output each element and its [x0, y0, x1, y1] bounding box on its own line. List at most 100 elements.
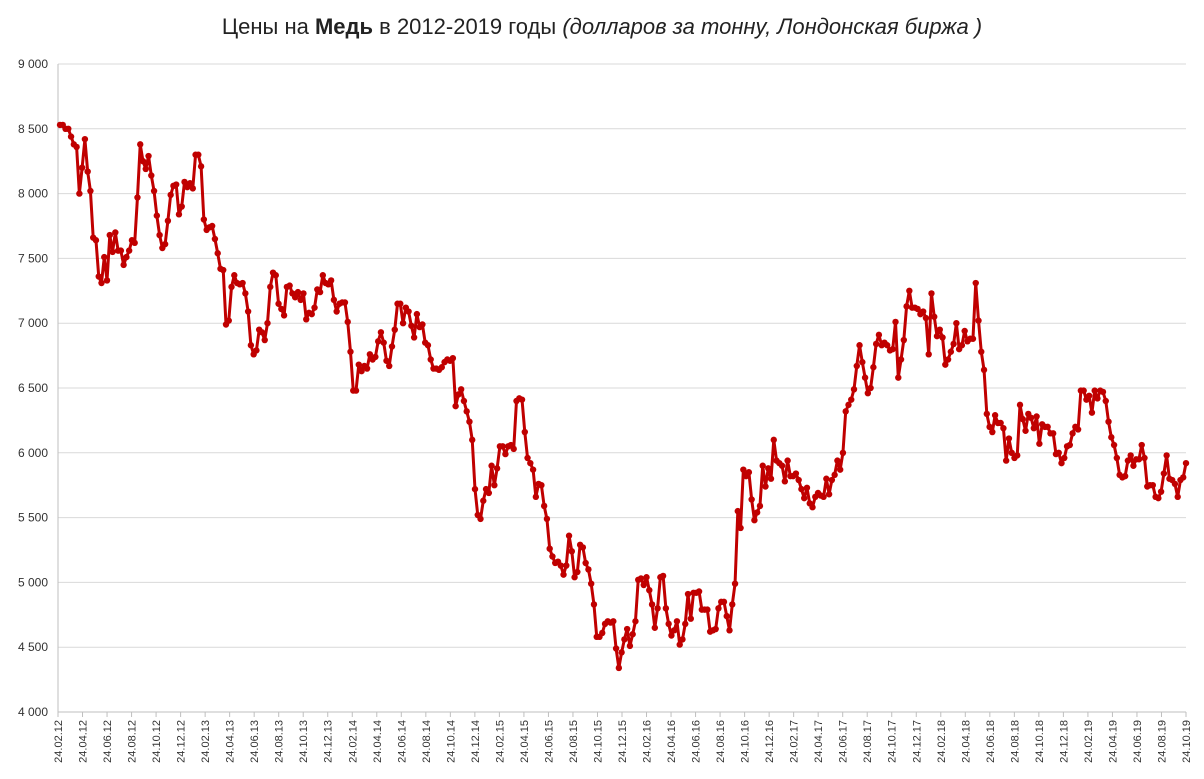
- y-tick-label: 8 500: [18, 122, 48, 136]
- data-point: [123, 253, 130, 261]
- data-point: [1030, 424, 1038, 432]
- data-point: [850, 386, 858, 393]
- x-tick-label: 24.10.13: [298, 720, 310, 763]
- data-point: [267, 283, 274, 291]
- x-tick-label: 24.08.13: [274, 720, 286, 763]
- data-point: [646, 586, 653, 594]
- data-point: [272, 272, 279, 279]
- x-tick-label: 24.02.13: [200, 720, 212, 763]
- data-point: [408, 322, 415, 329]
- data-point: [914, 305, 921, 313]
- data-point: [388, 343, 396, 350]
- data-point: [84, 168, 91, 175]
- data-point: [737, 524, 744, 532]
- data-point: [538, 482, 545, 489]
- x-tick-label: 24.06.17: [838, 720, 850, 763]
- data-point: [1105, 418, 1112, 425]
- data-point: [668, 632, 675, 639]
- data-point: [397, 300, 404, 307]
- data-point: [372, 353, 379, 361]
- data-point: [197, 163, 205, 170]
- data-point: [405, 308, 412, 315]
- data-point: [1022, 427, 1029, 434]
- data-point: [455, 391, 462, 398]
- data-point: [980, 366, 988, 374]
- data-point: [502, 450, 509, 458]
- data-point: [109, 248, 116, 256]
- data-point: [87, 187, 94, 195]
- data-point: [189, 185, 196, 192]
- data-point: [983, 410, 991, 418]
- y-tick-label: 5 000: [18, 575, 48, 589]
- data-point: [936, 326, 943, 333]
- data-point: [374, 338, 382, 345]
- x-tick-label: 24.06.14: [396, 720, 408, 763]
- data-point: [795, 476, 802, 484]
- data-point: [380, 339, 387, 346]
- data-point: [65, 125, 72, 132]
- data-point: [942, 361, 949, 368]
- data-point: [845, 401, 852, 409]
- data-point: [585, 566, 592, 573]
- data-point: [989, 428, 996, 436]
- data-point: [546, 545, 553, 552]
- data-point: [870, 364, 877, 371]
- x-tick-label: 24.04.17: [813, 720, 825, 763]
- data-point: [1091, 387, 1098, 394]
- x-tick-label: 24.10.19: [1181, 720, 1193, 763]
- data-point: [81, 135, 89, 143]
- data-point: [139, 158, 147, 165]
- data-point: [225, 317, 232, 324]
- data-point: [142, 165, 149, 173]
- data-point: [449, 354, 457, 362]
- data-point: [574, 568, 581, 576]
- data-point: [92, 237, 100, 244]
- data-point: [410, 334, 418, 341]
- data-point: [524, 454, 531, 462]
- x-tick-label: 24.06.12: [102, 720, 114, 763]
- data-point: [875, 331, 883, 339]
- data-point: [463, 408, 470, 415]
- x-tick-label: 24.10.18: [1034, 720, 1046, 763]
- data-point: [828, 476, 836, 484]
- data-point: [643, 574, 650, 581]
- data-point: [303, 316, 310, 323]
- data-point: [723, 612, 730, 620]
- data-point: [333, 308, 340, 315]
- data-point: [106, 231, 114, 239]
- title-middle: в 2012-2019 годы: [373, 14, 563, 39]
- data-point: [1055, 449, 1062, 456]
- data-point: [1066, 441, 1074, 449]
- x-tick-label: 24.08.16: [715, 720, 727, 763]
- data-point: [986, 423, 993, 431]
- y-tick-label: 5 500: [18, 511, 48, 525]
- data-point: [98, 279, 105, 287]
- data-point: [781, 478, 789, 485]
- data-point: [424, 342, 432, 349]
- data-point: [175, 211, 183, 218]
- data-point: [1174, 493, 1181, 501]
- data-point: [275, 300, 282, 307]
- data-point: [767, 475, 775, 482]
- data-point: [670, 627, 678, 634]
- data-point: [297, 296, 304, 304]
- data-point: [485, 489, 493, 497]
- data-point: [861, 374, 869, 381]
- y-tick-label: 6 000: [18, 446, 48, 460]
- data-point: [125, 247, 133, 254]
- data-point: [280, 312, 288, 319]
- data-point: [753, 509, 761, 516]
- data-point: [557, 562, 564, 569]
- x-tick-label: 24.12.12: [176, 720, 188, 763]
- x-tick-label: 24.04.14: [372, 720, 384, 763]
- data-point: [247, 342, 255, 349]
- data-point: [1124, 457, 1132, 464]
- data-point: [834, 457, 841, 464]
- data-point: [618, 649, 625, 656]
- data-point: [1149, 482, 1157, 489]
- data-point: [629, 631, 636, 638]
- data-point: [117, 247, 125, 254]
- data-point: [347, 348, 354, 355]
- data-point: [358, 367, 365, 375]
